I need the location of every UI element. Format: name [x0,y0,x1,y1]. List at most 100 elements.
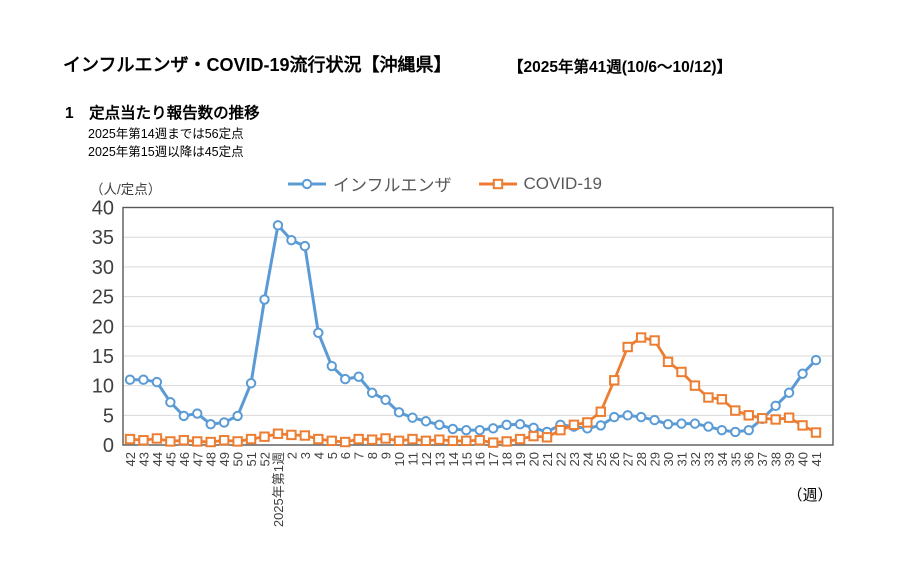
influenza-marker [474,424,485,436]
x-axis-tick-label: 33 [701,452,716,466]
x-axis-tick-label: 37 [755,452,770,466]
covid-marker [474,435,485,446]
x-axis-tick-label: 31 [674,452,689,466]
influenza-marker [434,419,445,431]
influenza-marker [420,416,432,427]
influenza-marker [340,373,351,385]
influenza-marker [635,411,647,423]
covid-marker [380,433,391,444]
x-axis-tick-label: 44 [150,452,165,466]
section-heading: 1 定点当たり報告数の推移 [65,105,260,122]
x-axis-tick-label: 15 [459,452,474,466]
influenza-marker [272,220,284,231]
influenza-marker [461,424,472,436]
legend-label-covid: COVID-19 [523,173,602,193]
x-axis-tick-label: 10 [392,452,407,466]
influenza-marker [783,387,795,398]
covid-marker [407,433,418,445]
covid-marker [178,435,190,446]
influenza-marker [528,422,539,433]
covid-marker [420,435,432,447]
influenza-marker [165,397,176,408]
x-axis-tick-label: 36 [742,452,757,466]
covid-marker [259,431,270,442]
x-axis-unit-label: （週） [787,487,832,504]
x-axis-tick-label: 12 [419,452,434,466]
influenza-marker [797,368,808,379]
influenza-marker [218,417,230,428]
x-axis-tick-label: 51 [244,452,259,466]
influenza-marker [770,400,781,412]
influenza-marker [662,419,674,430]
covid-marker [541,432,553,443]
x-axis-tick-label: 32 [688,452,703,466]
x-axis-tick-label: 26 [607,452,622,466]
influenza-marker [178,410,190,422]
influenza-marker [609,411,620,423]
covid-marker [232,436,243,447]
influenza-marker [743,424,754,436]
y-axis-tick-label: 35 [92,227,114,249]
y-axis-tick-label: 15 [92,346,114,368]
influenza-marker [313,327,324,338]
influenza-marker [138,374,149,385]
covid-marker [555,424,566,436]
y-axis-tick-label: 5 [103,405,114,427]
covid-marker [461,435,472,447]
covid-marker [353,433,364,445]
y-axis-tick-label: 40 [92,198,114,220]
x-axis-tick-label: 14 [446,452,461,466]
x-axis-tick-label: 18 [500,452,515,466]
influenza-marker [286,234,297,246]
sentinel-count-note-2: 2025年第15週以降は45定点 [88,145,244,159]
influenza-marker [501,419,512,431]
y-axis-tick-label: 20 [92,316,114,338]
x-axis-tick-label: 2025年第1週 [271,452,286,527]
covid-marker [272,428,284,439]
covid-marker [434,434,445,445]
y-axis-tick-label: 30 [92,257,114,279]
y-axis-unit-label: （人/定点） [90,182,162,197]
x-axis-tick-label: 50 [231,452,246,466]
x-axis-tick-label: 43 [136,452,151,466]
influenza-marker [810,354,822,366]
y-axis-tick-label: 0 [103,435,114,457]
covid-marker [676,366,687,378]
covid-marker [487,437,499,448]
x-axis-tick-label: 35 [728,452,743,466]
influenza-marker [716,424,728,436]
influenza-marker [151,376,163,388]
x-axis-tick-label: 13 [432,452,447,466]
covid-marker [568,419,580,431]
x-axis-tick-label: 29 [648,452,663,466]
x-axis-tick-label: 7 [352,452,367,459]
influenza-marker [205,419,216,430]
covid-marker [716,394,728,405]
influenza-marker [649,414,660,426]
x-axis-tick-label: 4 [311,452,326,459]
covid-marker [609,375,620,386]
covid-marker [340,436,351,448]
sentinel-count-note-1: 2025年第14週までは56定点 [88,127,244,141]
influenza-marker [595,420,606,431]
covid-marker [138,435,149,446]
covid-line-square-icon [478,178,517,189]
x-axis-tick-label: 20 [527,452,542,466]
x-axis-tick-label: 5 [325,452,340,459]
covid-marker [783,412,795,423]
x-axis-tick-label: 19 [513,452,528,466]
y-axis-tick-label: 10 [92,376,114,398]
covid-marker [810,427,822,438]
x-axis-tick-label: 3 [298,452,313,459]
x-axis-tick-label: 38 [769,452,784,466]
covid-marker [205,436,216,448]
covid-marker [514,433,526,445]
influenza-marker [703,421,714,432]
covid-marker [703,392,714,403]
covid-marker [582,417,593,428]
covid-marker [501,436,512,447]
x-axis-tick-label: 47 [190,452,205,466]
x-axis-tick-label: 22 [553,452,568,466]
x-axis-tick-label: 23 [567,452,582,466]
